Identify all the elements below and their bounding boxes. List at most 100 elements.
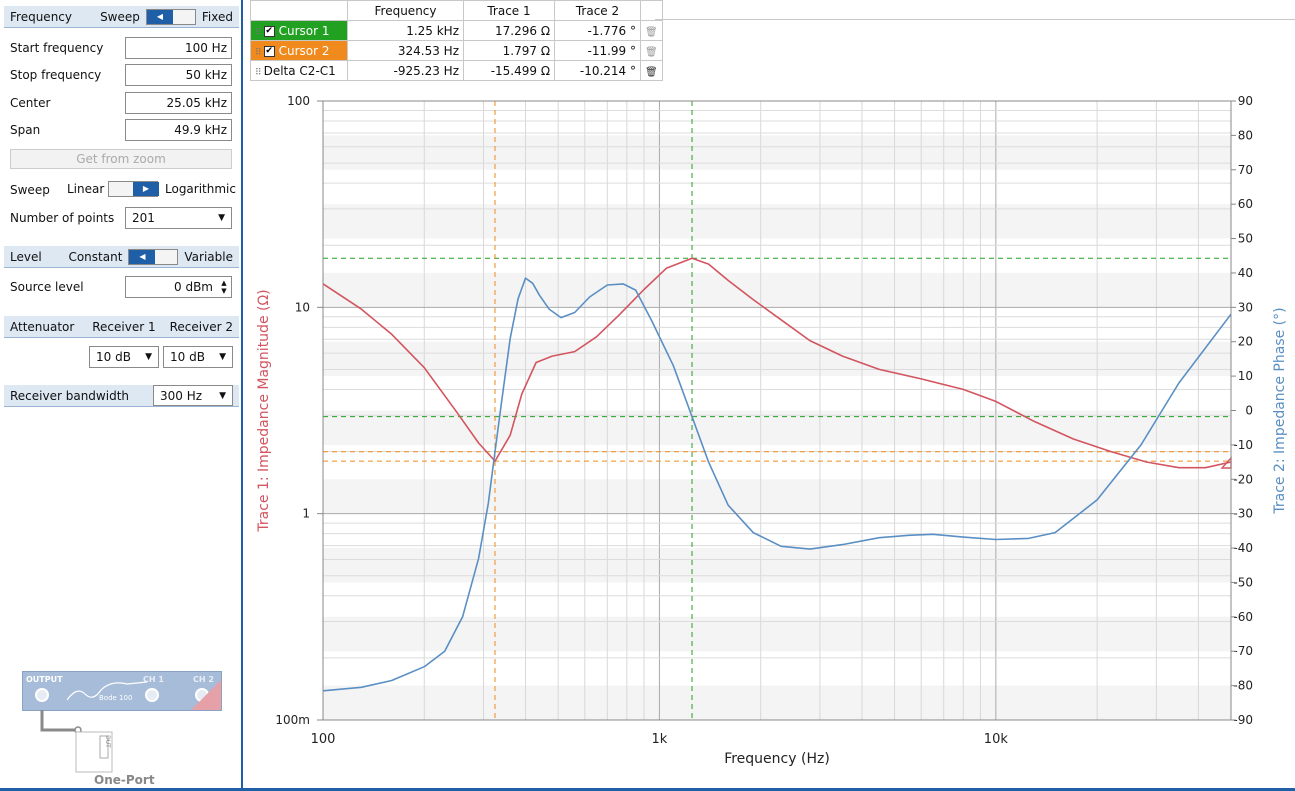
- trash-icon[interactable]: 🗑: [645, 46, 658, 58]
- center-input[interactable]: 25.05 kHz: [125, 92, 232, 114]
- number-of-points-select[interactable]: 201 ▼: [125, 207, 232, 229]
- corner-accent-icon: [191, 680, 221, 710]
- start-frequency-input[interactable]: 100 Hz: [125, 37, 232, 59]
- trace1-column-header: Trace 1: [463, 0, 555, 21]
- cursor1-delete[interactable]: 🗑: [640, 20, 663, 41]
- y-axis-title: Trace 1: Impedance Magnitude (Ω): [256, 289, 272, 532]
- plot-band: [323, 272, 1231, 308]
- drag-handle-icon[interactable]: ⠿: [255, 27, 262, 38]
- y2-tick-label: 40: [1238, 266, 1253, 280]
- table-row[interactable]: ⠿ ✔ Cursor 1 1.25 kHz 17.296 Ω -1.776 ° 🗑: [250, 20, 663, 41]
- cursor2-name: Cursor 2: [278, 43, 330, 58]
- output-label: OUTPUT: [26, 675, 63, 684]
- trash-icon[interactable]: 🗑: [645, 26, 658, 38]
- y2-tick-label: -10: [1233, 438, 1253, 452]
- frequency-column-header: Frequency: [347, 0, 464, 21]
- get-from-zoom-button[interactable]: Get from zoom: [10, 149, 232, 169]
- y2-tick-label: -60: [1233, 610, 1253, 624]
- drag-handle-icon[interactable]: ⠿: [255, 67, 262, 78]
- x-tick-label: 10k: [984, 732, 1009, 747]
- sweep-label: Sweep: [10, 183, 50, 197]
- source-level-input[interactable]: 0 dBm: [125, 276, 232, 298]
- receiver1-attenuator-select[interactable]: 10 dB ▼: [89, 346, 159, 368]
- checkbox[interactable]: ✔: [263, 45, 275, 57]
- receiver1-label: Receiver 1: [92, 319, 156, 334]
- y-tick-label: 100: [287, 94, 310, 108]
- fixed-mode-label: Fixed: [201, 9, 233, 24]
- y-tick-label: 100m: [275, 713, 310, 727]
- y2-tick-label: -40: [1233, 541, 1253, 555]
- sweep-fixed-toggle[interactable]: ◀: [145, 8, 196, 25]
- linear-label: Linear: [67, 182, 105, 196]
- chevron-down-icon: ▼: [219, 390, 226, 401]
- settings-panel: Frequency Sweep ◀ Fixed Start frequency …: [0, 0, 243, 791]
- drag-handle-icon[interactable]: ⠿: [255, 47, 262, 58]
- receiver2-label: Receiver 2: [169, 319, 233, 334]
- y2-tick-label: -50: [1233, 575, 1253, 589]
- attenuator-header: Attenuator: [10, 319, 75, 334]
- span-label: Span: [10, 123, 41, 137]
- delta-delete[interactable]: 🗑: [640, 60, 663, 81]
- cursor1-frequency[interactable]: 1.25 kHz: [347, 20, 464, 41]
- x-axis-title: Frequency (Hz): [724, 751, 830, 767]
- cursor-table-header: Frequency Trace 1 Trace 2: [250, 0, 663, 21]
- center-label: Center: [10, 96, 51, 110]
- y-tick-label: 1: [302, 507, 310, 521]
- source-level-spinner[interactable]: ▲ ▼: [221, 279, 227, 295]
- stop-frequency-input[interactable]: 50 kHz: [125, 64, 232, 86]
- y2-tick-label: 30: [1238, 300, 1253, 314]
- receiver-bandwidth-select[interactable]: 300 Hz ▼: [153, 385, 233, 406]
- cursor2-trace2: -11.99 °: [554, 40, 641, 61]
- delta-name-cell[interactable]: ⠿ Delta C2-C1: [250, 60, 348, 81]
- receiver-bandwidth-value: 300 Hz: [160, 388, 203, 403]
- level-section-header: Level Constant ◀ Variable: [4, 246, 239, 268]
- trace1-line[interactable]: [322, 257, 1232, 469]
- trash-icon[interactable]: 🗑: [645, 66, 658, 78]
- checkbox[interactable]: ✔: [263, 25, 275, 37]
- number-of-points-label: Number of points: [10, 211, 115, 225]
- chevron-down-icon: ▼: [219, 352, 226, 362]
- y2-tick-label: 10: [1238, 369, 1253, 383]
- span-input[interactable]: 49.9 kHz: [125, 119, 232, 141]
- attenuator-section-header: Attenuator Receiver 1 Receiver 2: [4, 316, 239, 338]
- waveform-icon: [67, 681, 147, 701]
- cursor2-delete[interactable]: 🗑: [640, 40, 663, 61]
- y2-tick-label: -20: [1233, 472, 1253, 486]
- cursor-name-header: [250, 0, 348, 21]
- plot-band: [323, 341, 1231, 377]
- delta-trace2: -10.214 °: [554, 60, 641, 81]
- plot-band: [323, 135, 1231, 170]
- cursor2-frequency[interactable]: 324.53 Hz: [347, 40, 464, 61]
- ch1-port-icon: [145, 688, 159, 702]
- receiver2-attenuator-value: 10 dB: [170, 350, 205, 364]
- stop-frequency-label: Stop frequency: [10, 68, 102, 82]
- y2-tick-label: 80: [1238, 128, 1253, 142]
- device-diagram: OUTPUT CH 1 CH 2 Bode 100: [22, 671, 222, 711]
- delta-trace1: -15.499 Ω: [463, 60, 555, 81]
- delete-column-header: [640, 0, 663, 21]
- y2-tick-label: -70: [1233, 644, 1253, 658]
- linear-log-toggle[interactable]: ▶: [108, 181, 159, 197]
- cursor1-name-cell[interactable]: ⠿ ✔ Cursor 1: [250, 20, 348, 41]
- cursor2-name-cell[interactable]: ⠿ ✔ Cursor 2: [250, 40, 348, 61]
- number-of-points-value: 201: [132, 211, 155, 225]
- receiver1-attenuator-value: 10 dB: [96, 350, 131, 364]
- ch1-label: CH 1: [143, 675, 164, 684]
- level-header: Level: [10, 249, 42, 264]
- table-row[interactable]: ⠿ ✔ Cursor 2 324.53 Hz 1.797 Ω -11.99 ° 🗑: [250, 40, 663, 61]
- y2-tick-label: -30: [1233, 507, 1253, 521]
- receiver-bandwidth-label: Receiver bandwidth: [10, 388, 129, 403]
- y2-tick-label: 90: [1238, 94, 1253, 108]
- plot-band: [323, 685, 1231, 720]
- receiver2-attenuator-select[interactable]: 10 dB ▼: [163, 346, 233, 368]
- plot-band: [323, 204, 1231, 239]
- y2-axis-title: Trace 2: Impedance Phase (°): [1272, 307, 1288, 514]
- trace2-line[interactable]: [322, 277, 1232, 692]
- table-row[interactable]: ⠿ Delta C2-C1 -925.23 Hz -15.499 Ω -10.21…: [250, 60, 663, 81]
- y2-tick-label: 20: [1238, 335, 1253, 349]
- delta-name: Delta C2-C1: [263, 63, 336, 78]
- x-tick-label: 100: [311, 732, 336, 747]
- constant-variable-toggle[interactable]: ◀: [128, 248, 179, 265]
- plot-band: [323, 479, 1231, 514]
